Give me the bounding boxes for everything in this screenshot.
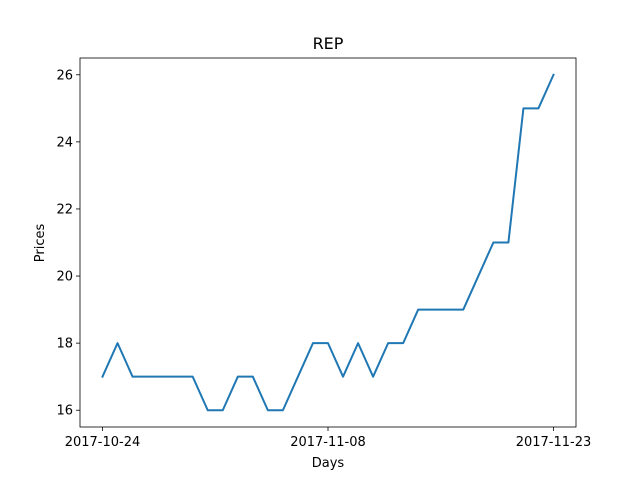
data-point bbox=[267, 409, 269, 411]
x-axis: 2017-10-24 2017-11-08 2017-11-23 bbox=[65, 427, 592, 450]
chart-title: REP bbox=[313, 34, 344, 53]
data-point bbox=[162, 376, 164, 378]
data-point bbox=[222, 409, 224, 411]
data-point bbox=[327, 342, 329, 344]
data-point bbox=[402, 342, 404, 344]
data-point bbox=[312, 342, 314, 344]
data-point bbox=[117, 342, 119, 344]
data-point bbox=[192, 376, 194, 378]
data-point bbox=[417, 309, 419, 311]
y-tick-label: 26 bbox=[56, 68, 73, 83]
x-tick-label: 2017-11-23 bbox=[516, 435, 592, 450]
data-point bbox=[132, 376, 134, 378]
series-layer bbox=[101, 73, 555, 412]
data-point bbox=[432, 309, 434, 311]
data-point bbox=[297, 376, 299, 378]
data-point bbox=[237, 376, 239, 378]
y-tick-label: 20 bbox=[56, 270, 73, 285]
data-point bbox=[147, 376, 149, 378]
data-point bbox=[462, 309, 464, 311]
data-point bbox=[357, 342, 359, 344]
data-point bbox=[387, 342, 389, 344]
y-axis-label: Prices bbox=[33, 224, 48, 263]
data-point bbox=[447, 309, 449, 311]
data-point bbox=[477, 275, 479, 277]
x-tick-label: 2017-11-08 bbox=[290, 435, 366, 450]
data-point bbox=[177, 376, 179, 378]
data-point bbox=[553, 74, 555, 76]
data-point bbox=[252, 376, 254, 378]
y-tick-label: 24 bbox=[56, 135, 73, 150]
data-point bbox=[102, 376, 104, 378]
data-point bbox=[492, 242, 494, 244]
data-point bbox=[282, 409, 284, 411]
data-point bbox=[537, 107, 539, 109]
y-tick-label: 16 bbox=[56, 404, 73, 419]
data-point bbox=[372, 376, 374, 378]
y-tick-label: 18 bbox=[56, 337, 73, 352]
series-line bbox=[101, 73, 555, 412]
y-axis: 16 18 20 22 24 26 bbox=[56, 68, 80, 419]
x-tick-label: 2017-10-24 bbox=[65, 435, 141, 450]
y-tick-label: 22 bbox=[56, 202, 73, 217]
data-point bbox=[507, 242, 509, 244]
data-point bbox=[207, 409, 209, 411]
data-point bbox=[522, 107, 524, 109]
data-point bbox=[342, 376, 344, 378]
x-axis-label: Days bbox=[312, 456, 345, 471]
